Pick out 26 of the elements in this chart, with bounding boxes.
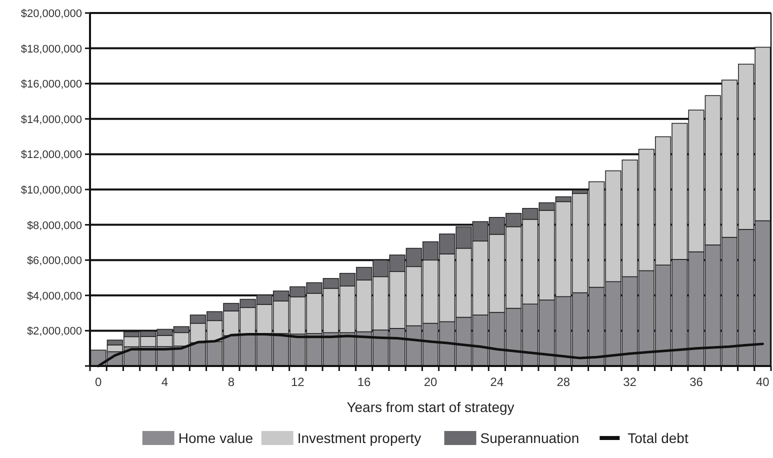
y-tick-label: $8,000,000 <box>26 220 82 232</box>
y-tick-label: $12,000,000 <box>20 149 82 162</box>
x-tick-label: 24 <box>490 375 504 389</box>
y-tick-label: $10,000,000 <box>20 184 82 196</box>
x-tick-label: 32 <box>623 375 637 389</box>
y-tick-label: $18,000,000 <box>20 43 82 56</box>
x-tick-label: 4 <box>161 375 168 389</box>
x-tick-label: 28 <box>556 375 570 389</box>
x-tick-label: 20 <box>424 375 438 389</box>
x-tick-label: 40 <box>756 375 770 389</box>
y-tick-label: $6,000,000 <box>26 255 82 268</box>
legend-label: Home value <box>178 430 254 446</box>
x-tick-label: 0 <box>94 375 102 389</box>
x-tick-label: 12 <box>290 375 305 389</box>
x-tick-label: 36 <box>690 375 704 389</box>
x-tick-label: 16 <box>357 375 372 389</box>
x-tick-label: 8 <box>228 375 235 389</box>
y-tick-label: $16,000,000 <box>20 78 82 91</box>
x-axis-title: Years from start of strategy <box>346 399 514 415</box>
y-tick-label: $2,000,000 <box>26 326 82 338</box>
y-tick-label: $14,000,000 <box>20 114 82 126</box>
legend-label: Total debt <box>628 430 688 446</box>
y-tick-label: $4,000,000 <box>26 290 82 302</box>
legend-label: Investment property <box>297 430 422 446</box>
legend-label: Superannuation <box>480 430 580 446</box>
y-tick-label: $20,000,000 <box>20 8 82 20</box>
